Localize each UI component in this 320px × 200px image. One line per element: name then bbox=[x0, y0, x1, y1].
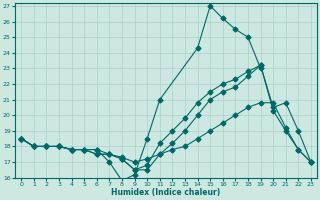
X-axis label: Humidex (Indice chaleur): Humidex (Indice chaleur) bbox=[111, 188, 221, 197]
